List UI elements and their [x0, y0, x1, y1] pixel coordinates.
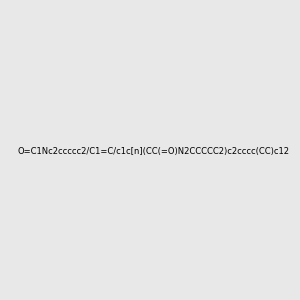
- Text: O=C1Nc2ccccc2/C1=C/c1c[n](CC(=O)N2CCCCC2)c2cccc(CC)c12: O=C1Nc2ccccc2/C1=C/c1c[n](CC(=O)N2CCCCC2…: [18, 147, 290, 156]
